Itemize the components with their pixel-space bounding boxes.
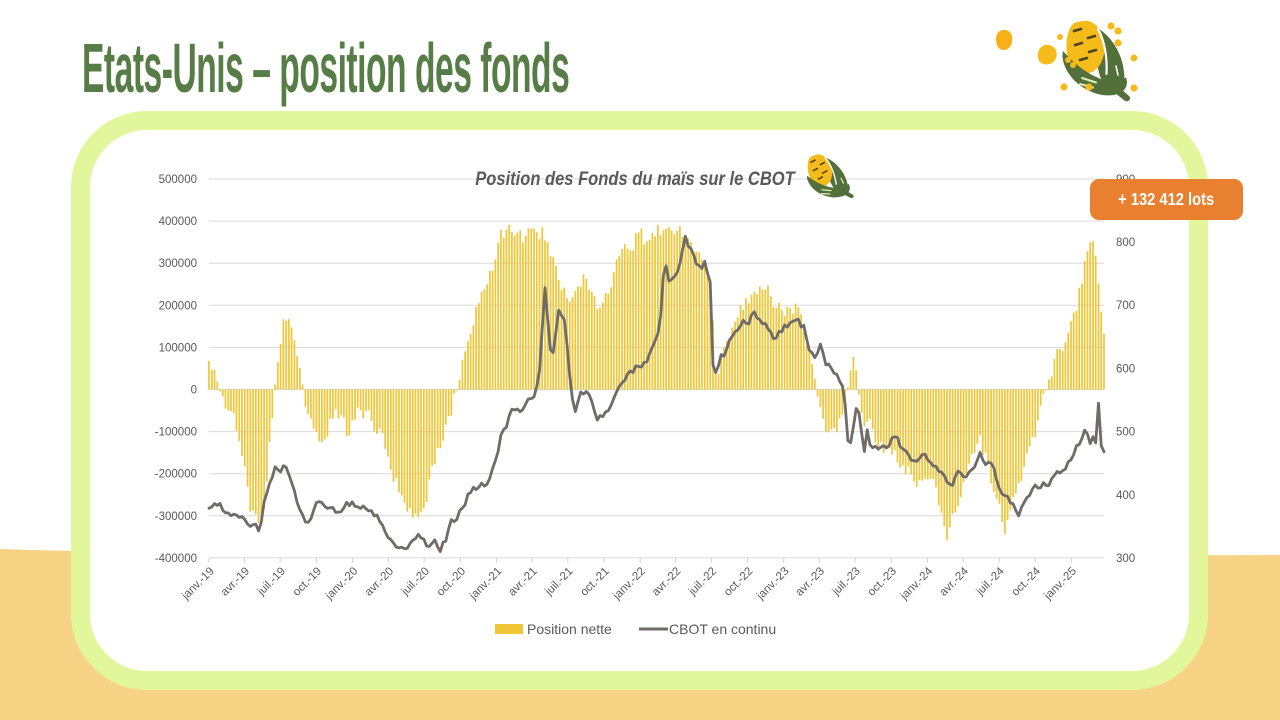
svg-text:700: 700 — [1116, 300, 1135, 312]
svg-text:juil.-21: juil.-21 — [542, 565, 575, 598]
svg-text:janv.-25: janv.-25 — [1042, 565, 1080, 603]
svg-text:-100000: -100000 — [155, 427, 197, 439]
svg-text:oct.-23: oct.-23 — [866, 565, 899, 598]
svg-text:juil.-20: juil.-20 — [399, 565, 432, 598]
svg-text:oct.-24: oct.-24 — [1010, 565, 1044, 599]
svg-text:avr.-22: avr.-22 — [650, 565, 683, 598]
svg-text:500000: 500000 — [159, 174, 197, 186]
svg-text:avr.-21: avr.-21 — [506, 565, 539, 598]
svg-text:200000: 200000 — [159, 300, 197, 312]
svg-text:100000: 100000 — [159, 342, 197, 354]
svg-text:avr.-19: avr.-19 — [219, 565, 252, 598]
svg-text:avr.-23: avr.-23 — [794, 565, 827, 598]
svg-text:juil.-24: juil.-24 — [974, 565, 1008, 599]
svg-text:avr.-20: avr.-20 — [363, 565, 396, 598]
svg-text:400000: 400000 — [159, 216, 197, 228]
svg-text:oct.-19: oct.-19 — [291, 565, 324, 598]
svg-text:-200000: -200000 — [155, 469, 197, 481]
svg-text:janv.-19: janv.-19 — [179, 565, 217, 603]
svg-text:800: 800 — [1116, 237, 1135, 249]
svg-text:Position des Fonds du maïs sur: Position des Fonds du maïs sur le CBOT — [475, 168, 796, 189]
svg-text:janv.-20: janv.-20 — [323, 565, 361, 603]
svg-text:oct.-22: oct.-22 — [722, 565, 755, 598]
svg-text:400: 400 — [1116, 490, 1135, 502]
svg-text:300000: 300000 — [159, 258, 197, 270]
svg-text:Position nette: Position nette — [527, 621, 612, 637]
svg-text:avr.-24: avr.-24 — [938, 565, 972, 599]
svg-text:-400000: -400000 — [155, 553, 197, 565]
svg-text:juil.-23: juil.-23 — [830, 565, 863, 598]
svg-text:janv.-24: janv.-24 — [898, 565, 936, 603]
svg-text:500: 500 — [1116, 427, 1135, 439]
svg-text:CBOT en continu: CBOT en continu — [669, 621, 776, 637]
svg-text:janv.-21: janv.-21 — [467, 565, 505, 603]
svg-text:-300000: -300000 — [155, 511, 197, 523]
svg-text:600: 600 — [1116, 363, 1135, 375]
svg-text:oct.-21: oct.-21 — [578, 565, 611, 598]
svg-text:juil.-22: juil.-22 — [686, 565, 719, 598]
svg-text:300: 300 — [1116, 553, 1135, 565]
svg-text:0: 0 — [191, 385, 197, 397]
svg-text:janv.-22: janv.-22 — [610, 565, 648, 603]
svg-text:janv.-23: janv.-23 — [754, 565, 792, 603]
svg-text:juil.-19: juil.-19 — [255, 565, 288, 598]
svg-text:oct.-20: oct.-20 — [435, 565, 468, 598]
